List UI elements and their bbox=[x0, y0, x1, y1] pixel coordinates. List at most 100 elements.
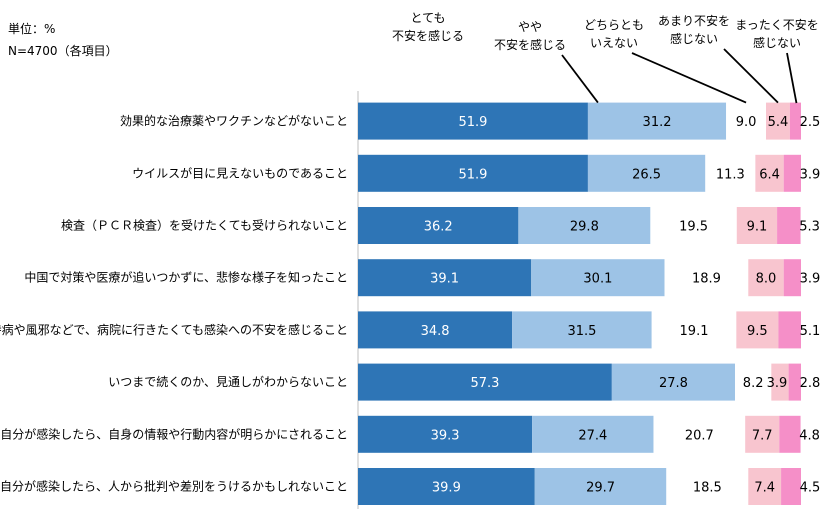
bar-segment bbox=[518, 207, 651, 244]
bar-segment bbox=[745, 415, 780, 453]
bar-segment bbox=[512, 311, 652, 349]
bar-segment bbox=[789, 102, 801, 140]
bar-segment bbox=[653, 415, 746, 453]
sample-size-label: N=4700（各項目） bbox=[8, 44, 118, 58]
data-label: 8.0 bbox=[756, 272, 777, 287]
bar-segment bbox=[531, 259, 665, 297]
data-label: 2.8 bbox=[800, 376, 821, 391]
bar-segment bbox=[611, 363, 735, 401]
data-label: 26.5 bbox=[632, 167, 661, 182]
category-label: 持病や風邪などで、病院に行きたくても感染への不安を感じること bbox=[0, 322, 348, 337]
data-label: 3.9 bbox=[767, 376, 788, 391]
category-label: ウイルスが目に見えないものであること bbox=[132, 165, 348, 180]
data-label: 3.9 bbox=[800, 167, 821, 182]
bar-segment bbox=[748, 468, 782, 505]
data-label: 18.5 bbox=[693, 481, 722, 496]
data-label: 11.3 bbox=[716, 167, 745, 182]
data-label: 19.1 bbox=[680, 324, 709, 339]
data-label: 8.2 bbox=[743, 376, 764, 391]
data-label: 9.0 bbox=[736, 115, 757, 130]
data-label: 9.1 bbox=[747, 220, 768, 235]
data-label: 27.4 bbox=[578, 428, 607, 443]
bar-segment bbox=[358, 259, 532, 297]
legend-label: まったく不安を bbox=[735, 17, 819, 32]
bar-segment bbox=[766, 102, 790, 140]
data-label: 5.3 bbox=[799, 220, 820, 235]
category-label: 自分が感染したら、自身の情報や行動内容が明らかにされること bbox=[0, 426, 348, 441]
data-label: 4.8 bbox=[799, 428, 820, 443]
data-label: 57.3 bbox=[470, 376, 499, 391]
bar-segment bbox=[358, 415, 533, 453]
bar-segment bbox=[779, 415, 801, 453]
data-label: 51.9 bbox=[458, 115, 487, 130]
data-label: 4.5 bbox=[800, 481, 821, 496]
bar-segment bbox=[734, 363, 772, 401]
category-label: 自分が感染したら、人から批判や差別をうけるかもしれないこと bbox=[0, 479, 348, 494]
data-label: 6.4 bbox=[759, 167, 780, 182]
bar-segment bbox=[534, 468, 667, 505]
bar-segment bbox=[587, 154, 706, 192]
data-label: 27.8 bbox=[659, 376, 688, 391]
data-label: 19.5 bbox=[679, 220, 708, 235]
leader-line bbox=[631, 52, 747, 104]
category-label: 検査（ＰＣＲ検査）を受けたくても受けられないこと bbox=[61, 219, 348, 233]
category-label: いつまで続くのか、見通しがわからないこと bbox=[108, 374, 348, 389]
bar-segment bbox=[532, 415, 654, 453]
unit-label: 単位：% bbox=[8, 22, 56, 36]
bar-segment bbox=[358, 207, 519, 244]
data-label: 39.3 bbox=[431, 428, 460, 443]
data-label: 9.5 bbox=[747, 324, 768, 339]
bar-segment bbox=[783, 154, 801, 192]
legend-label: 感じない bbox=[670, 31, 718, 46]
data-label: 39.9 bbox=[432, 481, 461, 496]
data-label: 36.2 bbox=[424, 220, 453, 235]
data-label: 29.8 bbox=[570, 220, 599, 235]
data-label: 31.2 bbox=[643, 115, 672, 130]
bar-segment bbox=[726, 102, 767, 140]
leader-line bbox=[786, 52, 798, 104]
data-label: 7.7 bbox=[752, 428, 773, 443]
bar-segment bbox=[358, 363, 612, 401]
bar-segment bbox=[587, 102, 727, 140]
legend-label: どちらとも bbox=[584, 18, 644, 32]
bar-segment bbox=[781, 468, 801, 505]
category-label: 中国で対策や医療が追いつかずに、悲惨な様子を知ったこと bbox=[24, 270, 348, 285]
data-label: 29.7 bbox=[586, 481, 615, 496]
data-label: 5.1 bbox=[800, 324, 821, 339]
data-label: 30.1 bbox=[583, 272, 612, 287]
bar-segment bbox=[736, 207, 778, 244]
bar-segment bbox=[788, 363, 801, 401]
legend-label: あまり不安を bbox=[658, 13, 730, 28]
leader-line bbox=[723, 48, 779, 104]
leader-line bbox=[561, 54, 599, 104]
data-label: 34.8 bbox=[421, 324, 450, 339]
bar-segment bbox=[358, 311, 513, 349]
data-label: 5.4 bbox=[768, 115, 789, 130]
legend-label: 感じない bbox=[753, 35, 801, 50]
bar-segment bbox=[748, 259, 784, 297]
bar-segment bbox=[358, 468, 535, 505]
bar-segment bbox=[736, 311, 779, 349]
legend-label: やや bbox=[518, 20, 542, 34]
bar-segment bbox=[650, 207, 737, 244]
data-label: 31.5 bbox=[567, 324, 596, 339]
data-label: 51.9 bbox=[458, 167, 487, 182]
bar-segment bbox=[705, 154, 756, 192]
data-label: 3.9 bbox=[800, 272, 821, 287]
bar-segment bbox=[778, 311, 801, 349]
bar-segment bbox=[651, 311, 737, 349]
bar-segment bbox=[783, 259, 801, 297]
bar-segment bbox=[664, 259, 749, 297]
category-label: 効果的な治療薬やワクチンなどがないこと bbox=[120, 113, 348, 128]
bar-segment bbox=[755, 154, 784, 192]
legend-label: いえない bbox=[590, 36, 638, 50]
legend-label: 不安を感じる bbox=[494, 37, 566, 52]
bar-segment bbox=[777, 207, 801, 244]
bar-segment bbox=[771, 363, 789, 401]
legend-label: 不安を感じる bbox=[392, 28, 464, 43]
data-label: 20.7 bbox=[685, 428, 714, 443]
data-label: 18.9 bbox=[692, 272, 721, 287]
bar-segment bbox=[358, 154, 588, 192]
legend-label: とても bbox=[410, 11, 445, 25]
